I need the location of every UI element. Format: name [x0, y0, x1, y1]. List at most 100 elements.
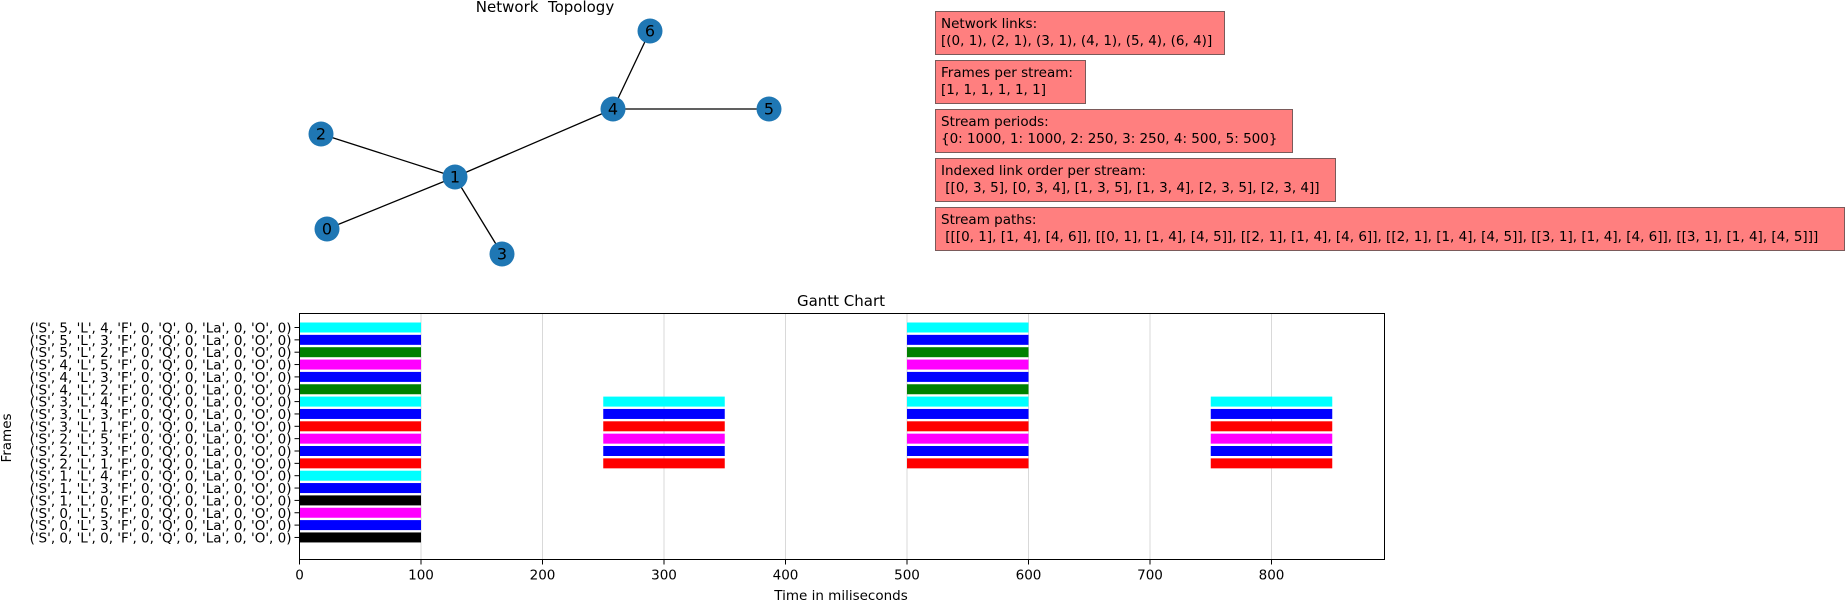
gantt-bar	[299, 421, 422, 432]
gantt-bar	[1210, 433, 1333, 444]
network-node-0	[314, 216, 340, 242]
gantt-ytick-label: ('S', 2, 'L', 1, 'F', 0, 'Q', 0, 'La', 0…	[30, 456, 292, 472]
gantt-bar	[603, 458, 725, 469]
gantt-bar	[907, 384, 1029, 395]
gantt-bar	[907, 396, 1029, 407]
gantt-bar	[907, 322, 1029, 333]
gantt-bar	[299, 532, 422, 543]
gantt-bar	[907, 334, 1029, 345]
gantt-chart: Gantt Chart 0 100 200 300 400 500 600 700 800 ('…	[0, 292, 1385, 604]
gantt-bar	[603, 446, 725, 456]
stream-periods-box: Stream periods: {0: 1000, 1: 1000, 2: 25…	[935, 109, 1293, 153]
network-node-label-1: 1	[450, 168, 460, 187]
gantt-bar	[907, 433, 1029, 444]
gantt-xtick-label: 800	[1259, 568, 1285, 584]
gantt-bar	[603, 433, 725, 444]
indexed-link-order-box: Indexed link order per stream: [[0, 3, 5…	[935, 158, 1336, 202]
gantt-xtick-label: 200	[530, 568, 556, 584]
gantt-ytick-label: ('S', 4, 'L', 5, 'F', 0, 'Q', 0, 'La', 0…	[30, 358, 292, 374]
gantt-bar	[1210, 458, 1333, 469]
gantt-bar	[1210, 408, 1333, 419]
gantt-xtick-label: 0	[295, 568, 304, 584]
gantt-bar	[907, 421, 1029, 432]
network-node-4	[600, 96, 626, 122]
gantt-ytick-label: ('S', 3, 'L', 3, 'F', 0, 'Q', 0, 'La', 0…	[30, 407, 292, 423]
gantt-ytick-label: ('S', 1, 'L', 0, 'F', 0, 'Q', 0, 'La', 0…	[30, 493, 292, 509]
network-node-label-2: 2	[316, 125, 326, 144]
stream-paths-box: Stream paths: [[[0, 1], [1, 4], [4, 6]],…	[935, 207, 1845, 251]
gantt-bar	[299, 458, 422, 469]
gantt-bar	[603, 396, 725, 407]
gantt-xtick-label: 100	[408, 568, 434, 584]
gantt-plot-frame	[299, 313, 1385, 560]
gantt-ylabel: Frames	[0, 413, 15, 462]
network-node-label-5: 5	[764, 100, 774, 119]
network-link-3-1	[454, 176, 503, 255]
gantt-bar	[907, 371, 1029, 382]
gantt-bar	[299, 507, 422, 518]
gantt-ytick-label: ('S', 2, 'L', 3, 'F', 0, 'Q', 0, 'La', 0…	[30, 444, 292, 460]
network-node-3	[489, 241, 515, 267]
gantt-ytick-label: ('S', 3, 'L', 1, 'F', 0, 'Q', 0, 'La', 0…	[30, 419, 292, 435]
gantt-ytick-label: ('S', 0, 'L', 0, 'F', 0, 'Q', 0, 'La', 0…	[30, 530, 292, 546]
network-node-2	[308, 121, 334, 147]
gantt-xlabel: Time in miliseconds	[773, 588, 908, 604]
gantt-bar	[603, 421, 725, 432]
gantt-ytick-label: ('S', 5, 'L', 3, 'F', 0, 'Q', 0, 'La', 0…	[30, 333, 292, 349]
gantt-xtick-label: 400	[773, 568, 799, 584]
network-node-1	[442, 164, 468, 190]
gantt-title: Gantt Chart	[797, 292, 885, 310]
gantt-xtick-label: 300	[651, 568, 677, 584]
network-link-2-1	[320, 133, 456, 178]
gantt-bar	[299, 483, 422, 494]
gantt-ytick-label: ('S', 1, 'L', 3, 'F', 0, 'Q', 0, 'La', 0…	[30, 481, 292, 497]
gantt-bar	[1210, 396, 1333, 407]
frames-per-stream-box: Frames per stream: [1, 1, 1, 1, 1, 1]	[935, 60, 1086, 104]
gantt-bar	[299, 408, 422, 419]
gantt-bar	[299, 446, 422, 456]
gantt-xtick-label: 700	[1137, 568, 1163, 584]
gantt-ytick-label: ('S', 1, 'L', 4, 'F', 0, 'Q', 0, 'La', 0…	[30, 469, 292, 485]
network-node-label-4: 4	[608, 100, 618, 119]
gantt-ytick-label: ('S', 5, 'L', 4, 'F', 0, 'Q', 0, 'La', 0…	[30, 321, 292, 337]
network-node-label-0: 0	[322, 220, 332, 239]
network-node-label-3: 3	[497, 245, 507, 264]
gantt-bar	[603, 408, 725, 419]
gantt-bar	[299, 520, 422, 531]
gantt-ytick-label: ('S', 3, 'L', 4, 'F', 0, 'Q', 0, 'La', 0…	[30, 395, 292, 411]
gantt-xtick-label: 500	[894, 568, 920, 584]
gantt-bar	[299, 396, 422, 407]
network-topology: Network Topology 0 1 2 3 4 5 6	[308, 0, 782, 267]
gantt-bar	[907, 347, 1029, 358]
gantt-bar	[907, 359, 1029, 370]
network-title: Network Topology	[476, 0, 615, 16]
network-node-5	[756, 96, 782, 122]
network-link-4-1	[454, 108, 614, 178]
gantt-ytick-label: ('S', 0, 'L', 3, 'F', 0, 'Q', 0, 'La', 0…	[30, 518, 292, 534]
gantt-bar	[299, 322, 422, 333]
gantt-bar	[907, 446, 1029, 456]
gantt-ytick-label: ('S', 2, 'L', 5, 'F', 0, 'Q', 0, 'La', 0…	[30, 432, 292, 448]
gantt-bar	[299, 371, 422, 382]
gantt-bar	[299, 470, 422, 481]
gantt-bar	[299, 334, 422, 345]
network-node-6	[637, 18, 663, 44]
gantt-bar	[299, 495, 422, 506]
gantt-ytick-label: ('S', 4, 'L', 3, 'F', 0, 'Q', 0, 'La', 0…	[30, 370, 292, 386]
network-link-6-4	[612, 30, 651, 110]
gantt-bar	[299, 347, 422, 358]
gantt-bar	[907, 408, 1029, 419]
gantt-bar	[1210, 421, 1333, 432]
gantt-bar	[1210, 446, 1333, 456]
gantt-xtick-label: 600	[1016, 568, 1042, 584]
network-link-0-1	[326, 176, 456, 230]
gantt-bar	[299, 433, 422, 444]
gantt-bar	[907, 458, 1029, 469]
network-links-box: Network links: [(0, 1), (2, 1), (3, 1), …	[935, 11, 1225, 55]
network-node-label-6: 6	[645, 22, 655, 41]
gantt-ytick-label: ('S', 0, 'L', 5, 'F', 0, 'Q', 0, 'La', 0…	[30, 506, 292, 522]
gantt-bar	[299, 359, 422, 370]
gantt-ytick-label: ('S', 4, 'L', 2, 'F', 0, 'Q', 0, 'La', 0…	[30, 382, 292, 398]
gantt-bar	[299, 384, 422, 395]
gantt-ytick-label: ('S', 5, 'L', 2, 'F', 0, 'Q', 0, 'La', 0…	[30, 345, 292, 361]
